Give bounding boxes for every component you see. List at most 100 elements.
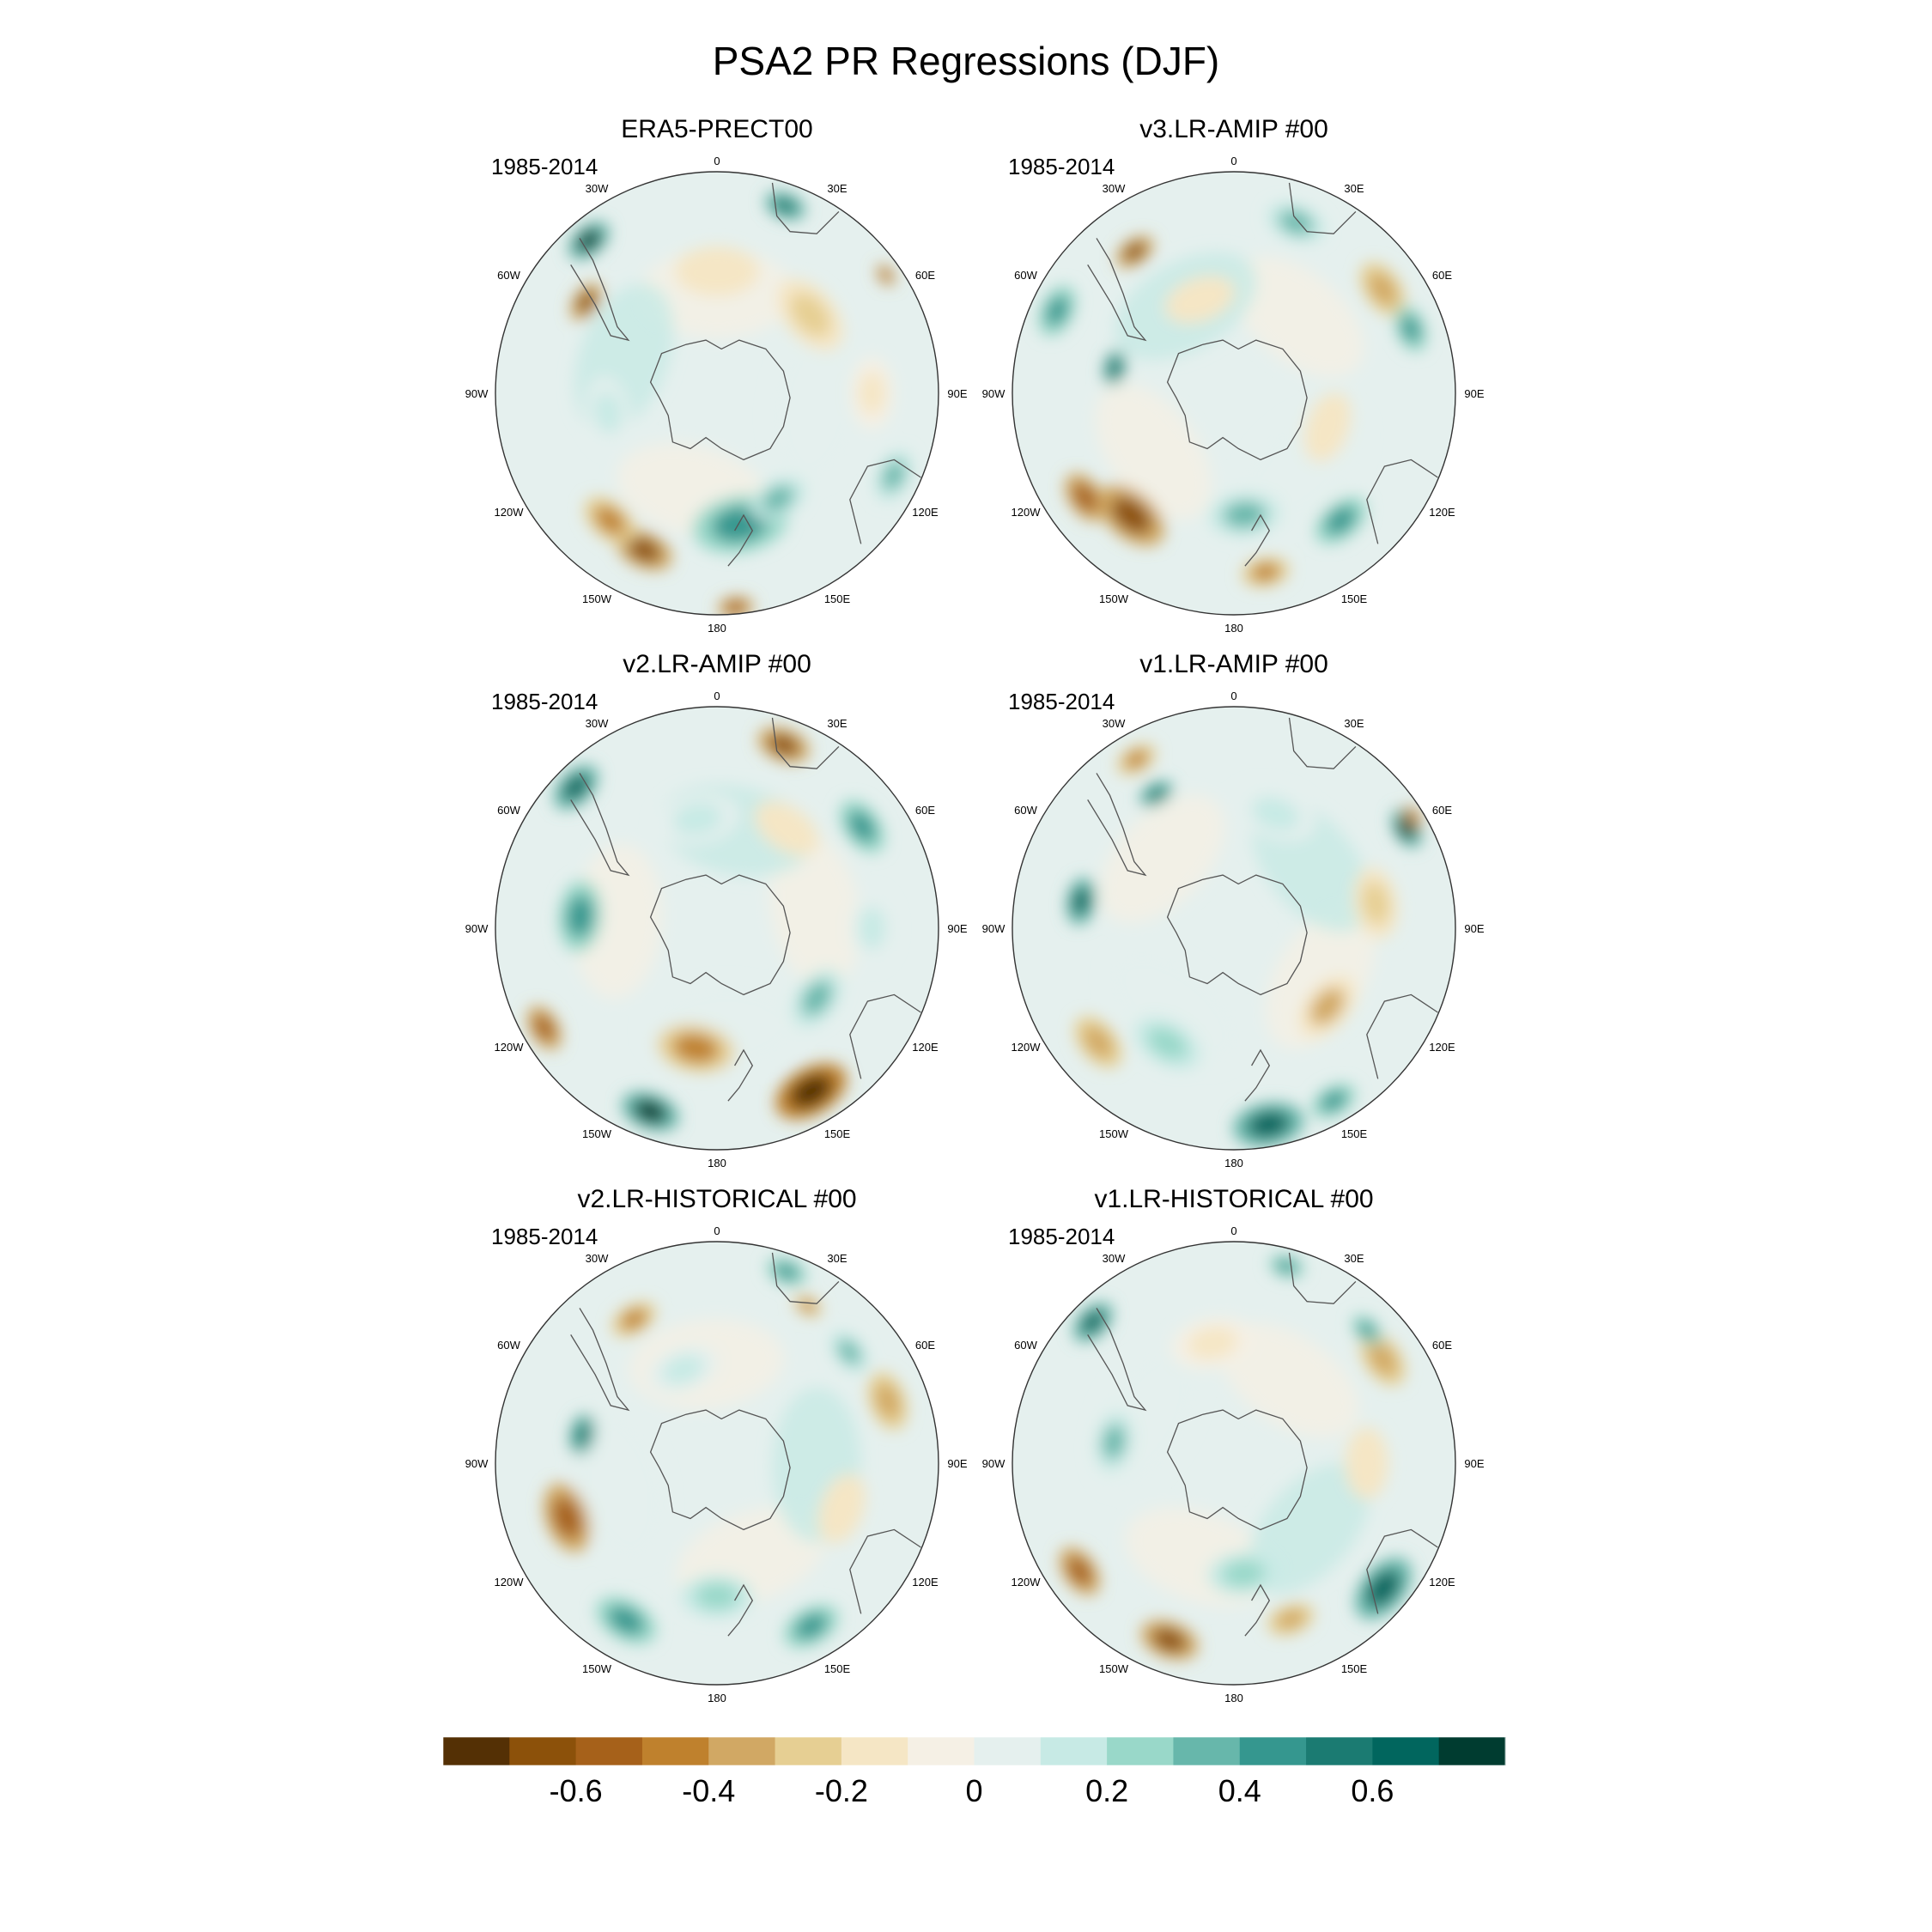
colorbar-tick-label: -0.6	[550, 1773, 603, 1808]
regression-field	[1038, 203, 1427, 587]
panel-title: v1.LR-HISTORICAL #00	[1094, 1185, 1373, 1213]
colorbar-tick-label: 0.2	[1085, 1773, 1128, 1808]
longitude-label: 30W	[1103, 182, 1126, 195]
longitude-label: 60W	[497, 1339, 520, 1352]
panel-period: 1985-2014	[1008, 689, 1115, 714]
anomaly-core	[1147, 1027, 1188, 1060]
colorbar-swatch	[1306, 1737, 1373, 1765]
antarctica-coastline	[1166, 339, 1308, 461]
longitude-label: 60W	[1014, 1339, 1037, 1352]
panel-period: 1985-2014	[491, 689, 598, 714]
anomaly-core	[1108, 357, 1122, 379]
anomaly-core	[1179, 285, 1221, 314]
new-zealand-coastline	[1244, 1583, 1271, 1637]
anomaly-core	[1313, 406, 1342, 448]
new-zealand-coastline	[727, 1583, 754, 1637]
anomaly-core	[621, 1309, 647, 1330]
map-border	[1012, 1241, 1456, 1686]
longitude-label: 30E	[827, 717, 847, 730]
anomaly-core	[827, 1488, 857, 1529]
longitude-label: 120W	[495, 1041, 525, 1054]
anomaly-background	[573, 843, 663, 999]
map-background	[1012, 172, 1455, 615]
colorbar-swatch	[708, 1737, 776, 1765]
longitude-label: 90E	[947, 922, 967, 935]
colorbar-swatch	[575, 1737, 643, 1765]
map-panel: v1.LR-AMIP #00 1985-2014 0 30E 60E 90E 120E 150…	[982, 650, 1485, 1170]
anomaly-core	[875, 1383, 900, 1419]
anomaly-core	[633, 1099, 668, 1124]
longitude-label: 30W	[586, 717, 609, 730]
colorbar-swatch	[1107, 1737, 1174, 1765]
anomaly-core	[1188, 1327, 1237, 1359]
anomaly-core	[1152, 1628, 1187, 1653]
south-america-coastline	[570, 238, 630, 342]
australia-coastline	[849, 1528, 921, 1614]
colorbar-swatch	[775, 1737, 842, 1765]
anomaly-core	[761, 485, 794, 513]
longitude-label: 0	[1230, 1224, 1236, 1237]
colorbar-swatch	[1438, 1737, 1506, 1765]
map-panel: v2.LR-HISTORICAL #00 1985-2014 0 30E 60E 90E 1…	[465, 1185, 968, 1704]
longitude-label: 60W	[497, 269, 520, 282]
map-panel: v3.LR-AMIP #00 1985-2014 0 30E 60E 90E 120E 150…	[982, 115, 1485, 635]
africa-coastline	[771, 717, 840, 769]
longitude-label: 30E	[1344, 717, 1364, 730]
new-zealand-coastline	[727, 513, 754, 567]
colorbar-swatch	[908, 1737, 975, 1765]
panel-title: v2.LR-AMIP #00	[623, 650, 811, 678]
anomaly-core	[801, 981, 832, 1016]
colorbar-swatch	[1372, 1737, 1440, 1765]
anomaly-core	[1400, 315, 1421, 343]
anomaly-core	[692, 256, 742, 288]
anomaly-core	[882, 460, 905, 491]
longitude-label: 90W	[465, 1457, 489, 1470]
longitude-label: 150E	[824, 1127, 851, 1140]
coastlines	[570, 182, 921, 567]
australia-coastline	[849, 993, 921, 1079]
regression-field	[1066, 744, 1422, 1147]
colorbar: -0.6 -0.4 -0.2 0 0.2 0.4 0.6	[442, 1736, 1506, 1808]
anomaly-core	[880, 268, 891, 282]
south-america-coastline	[570, 773, 630, 877]
colorbar-frame	[442, 1736, 1506, 1766]
longitude-label: 120E	[912, 1041, 939, 1054]
south-america-coastline	[570, 1308, 630, 1412]
anomaly-core	[696, 1583, 738, 1610]
colorbar-tick-label: 0.4	[1218, 1773, 1261, 1808]
anomaly-core	[1369, 273, 1397, 306]
longitude-label: 150W	[1099, 1662, 1129, 1675]
colorbar-swatch	[443, 1737, 510, 1765]
anomaly-core	[768, 734, 799, 756]
longitude-label: 90W	[982, 1457, 1005, 1470]
anomaly-core	[576, 228, 602, 252]
colorbar-tick-label: 0.6	[1351, 1773, 1394, 1808]
longitude-label: 30E	[827, 1252, 847, 1265]
map-background	[1012, 1242, 1455, 1685]
anomaly-core	[1277, 1609, 1305, 1630]
longitude-label: 30E	[1344, 1252, 1364, 1265]
longitude-label: 90E	[947, 1457, 967, 1470]
map-background	[1012, 707, 1455, 1150]
longitude-label: 60E	[1432, 1339, 1452, 1352]
map-background	[495, 1242, 939, 1685]
anomaly-core	[594, 391, 622, 434]
longitude-label: 60E	[915, 1339, 935, 1352]
anomaly-core	[1353, 1442, 1381, 1485]
anomaly-background	[1248, 1463, 1370, 1595]
coastlines	[570, 717, 921, 1102]
longitude-label: 60E	[1432, 804, 1452, 817]
longitude-label: 90E	[1464, 1457, 1484, 1470]
anomaly-core	[1146, 786, 1167, 802]
longitude-label: 90W	[982, 922, 1005, 935]
longitude-label: 0	[1230, 690, 1236, 702]
longitude-label: 120W	[1012, 506, 1042, 519]
anomaly-core	[1111, 496, 1151, 534]
panel-title: v2.LR-HISTORICAL #00	[577, 1185, 856, 1213]
colorbar-swatch	[509, 1737, 577, 1765]
anomaly-core	[773, 197, 798, 215]
antarctica-coastline	[649, 1409, 791, 1531]
longitude-label: 180	[708, 622, 726, 635]
antarctica-coastline	[1166, 874, 1308, 996]
